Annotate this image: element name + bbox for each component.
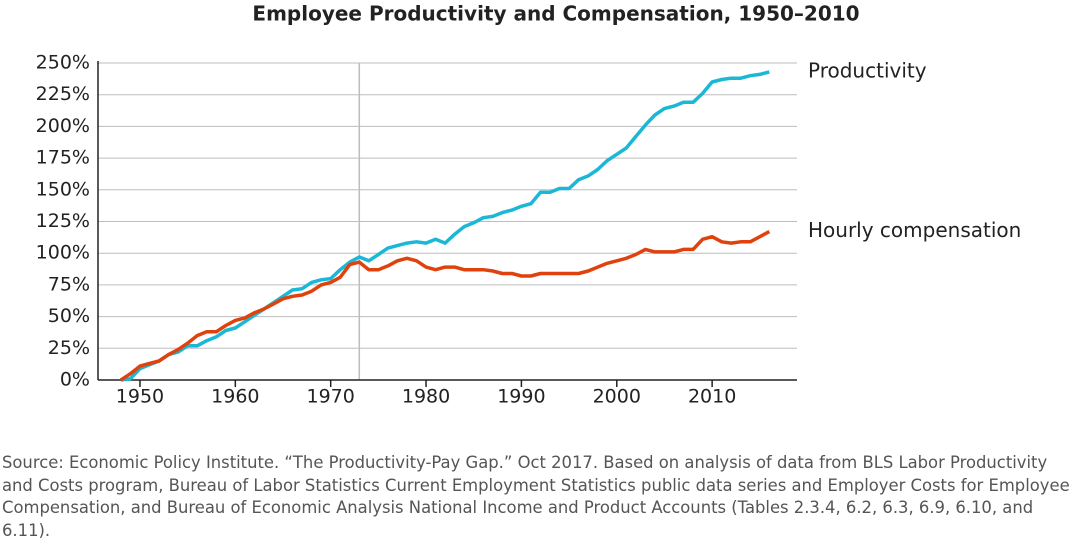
y-tick-label: 100% bbox=[36, 242, 90, 264]
x-tick-label: 1960 bbox=[211, 386, 259, 408]
source-note: Source: Economic Policy Institute. “The … bbox=[2, 453, 1070, 540]
x-tick-label: 2010 bbox=[688, 386, 736, 408]
chart: Employee Productivity and Compensation, … bbox=[36, 2, 1022, 408]
series-label: Hourly compensation bbox=[808, 218, 1021, 242]
y-tick-label: 25% bbox=[48, 337, 90, 359]
x-tick-label: 2000 bbox=[593, 386, 641, 408]
x-tick-label: 1970 bbox=[307, 386, 355, 408]
y-tick-label: 150% bbox=[36, 178, 90, 200]
y-tick-label: 50% bbox=[48, 305, 90, 327]
y-tick-label: 0% bbox=[60, 369, 90, 391]
y-tick-label: 75% bbox=[48, 273, 90, 295]
y-tick-label: 250% bbox=[36, 52, 90, 74]
chart-title: Employee Productivity and Compensation, … bbox=[252, 2, 859, 26]
series-line bbox=[120, 70, 770, 382]
y-tick-label: 175% bbox=[36, 147, 90, 169]
y-tick-label: 200% bbox=[36, 115, 90, 137]
series-label: Productivity bbox=[808, 58, 927, 82]
y-tick-label: 225% bbox=[36, 83, 90, 105]
y-tick-label: 125% bbox=[36, 210, 90, 232]
x-tick-label: 1990 bbox=[497, 386, 545, 408]
x-tick-label: 1950 bbox=[116, 386, 164, 408]
series-line bbox=[119, 230, 771, 382]
x-tick-label: 1980 bbox=[402, 386, 450, 408]
